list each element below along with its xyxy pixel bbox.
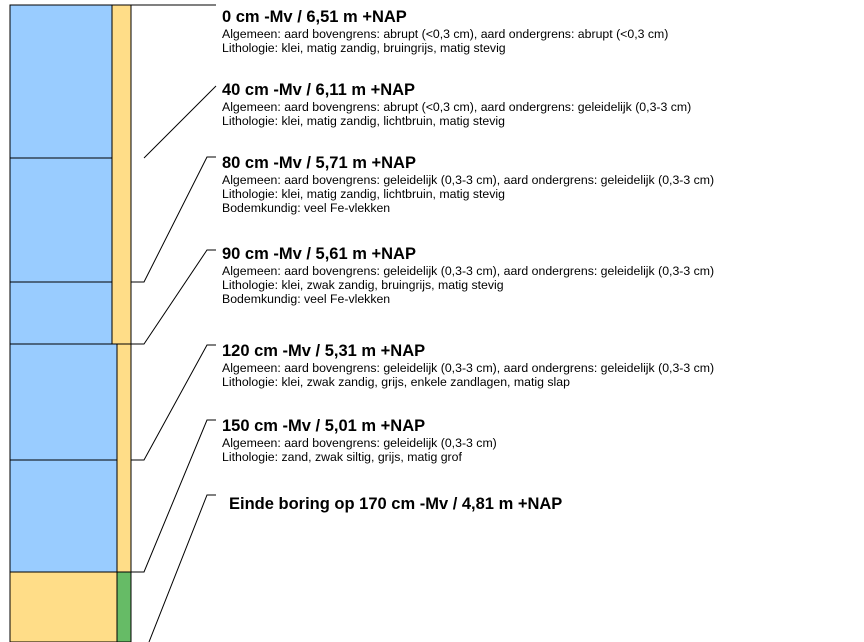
layer-description-40cm: 40 cm -Mv / 6,11 m +NAP Algemeen: aard b…	[222, 81, 691, 128]
leader-lines	[131, 4, 217, 642]
leader-line-120cm	[131, 344, 216, 461]
layer-lithologie: Lithologie: klei, matig zandig, lichtbru…	[222, 187, 505, 201]
layer-algemeen: Algemeen: aard bovengrens: abrupt (<0,3 …	[222, 100, 692, 114]
layer-description-0cm: 0 cm -Mv / 6,51 m +NAP Algemeen: aard bo…	[222, 8, 668, 55]
layer-description-150cm: 150 cm -Mv / 5,01 m +NAP Algemeen: aard …	[222, 417, 497, 464]
layer-lithologie: Lithologie: klei, zwak zandig, grijs, en…	[222, 375, 570, 389]
layer-algemeen: Algemeen: aard bovengrens: geleidelijk (…	[222, 436, 497, 450]
secondary-segment-sand-1	[111, 4, 132, 345]
leader-line-90cm	[131, 249, 216, 345]
layer-depth-label: 90 cm -Mv / 5,61 m +NAP	[222, 245, 416, 263]
column-segment-sand-6	[9, 571, 118, 642]
layer-depth-label: 120 cm -Mv / 5,31 m +NAP	[222, 342, 426, 360]
column-segment-blue-2	[9, 157, 113, 283]
layer-bodemkundig: Bodemkundig: veel Fe-vlekken	[222, 201, 391, 215]
layer-depth-label: 0 cm -Mv / 6,51 m +NAP	[222, 8, 407, 26]
end-of-boring-label: Einde boring op 170 cm -Mv / 4,81 m +NAP	[229, 495, 563, 513]
column-segment-blue-3	[9, 281, 113, 345]
leader-line-end	[148, 494, 216, 642]
column-segment-blue-5	[9, 459, 118, 573]
layer-description-90cm: 90 cm -Mv / 5,61 m +NAP Algemeen: aard b…	[222, 245, 714, 306]
layer-bodemkundig: Bodemkundig: veel Fe-vlekken	[222, 292, 391, 306]
secondary-segment-green	[116, 571, 132, 642]
layer-depth-label: 80 cm -Mv / 5,71 m +NAP	[222, 154, 416, 172]
layer-description-80cm: 80 cm -Mv / 5,71 m +NAP Algemeen: aard b…	[222, 154, 714, 215]
layer-lithologie: Lithologie: klei, matig zandig, bruingri…	[222, 41, 506, 55]
layer-lithologie: Lithologie: klei, matig zandig, lichtbru…	[222, 114, 505, 128]
layer-algemeen: Algemeen: aard bovengrens: geleidelijk (…	[222, 264, 715, 278]
secondary-column	[111, 4, 132, 642]
layer-lithologie: Lithologie: zand, zwak siltig, grijs, ma…	[222, 450, 462, 464]
secondary-segment-sand-2	[116, 343, 132, 573]
leader-line-80cm	[131, 156, 216, 283]
layer-depth-label: 40 cm -Mv / 6,11 m +NAP	[222, 81, 416, 99]
layer-algemeen: Algemeen: aard bovengrens: abrupt (<0,3 …	[222, 27, 669, 41]
lithology-column	[9, 4, 118, 642]
leader-line-40cm	[143, 85, 217, 159]
layer-depth-label: 150 cm -Mv / 5,01 m +NAP	[222, 417, 426, 435]
layer-algemeen: Algemeen: aard bovengrens: geleidelijk (…	[222, 361, 715, 375]
column-segment-blue-4	[9, 343, 118, 461]
layer-algemeen: Algemeen: aard bovengrens: geleidelijk (…	[222, 173, 715, 187]
layer-description-120cm: 120 cm -Mv / 5,31 m +NAP Algemeen: aard …	[222, 342, 714, 389]
leader-line-150cm	[131, 419, 216, 573]
layer-lithologie: Lithologie: klei, zwak zandig, bruingrij…	[222, 278, 504, 292]
column-segment-blue-1	[9, 4, 113, 159]
